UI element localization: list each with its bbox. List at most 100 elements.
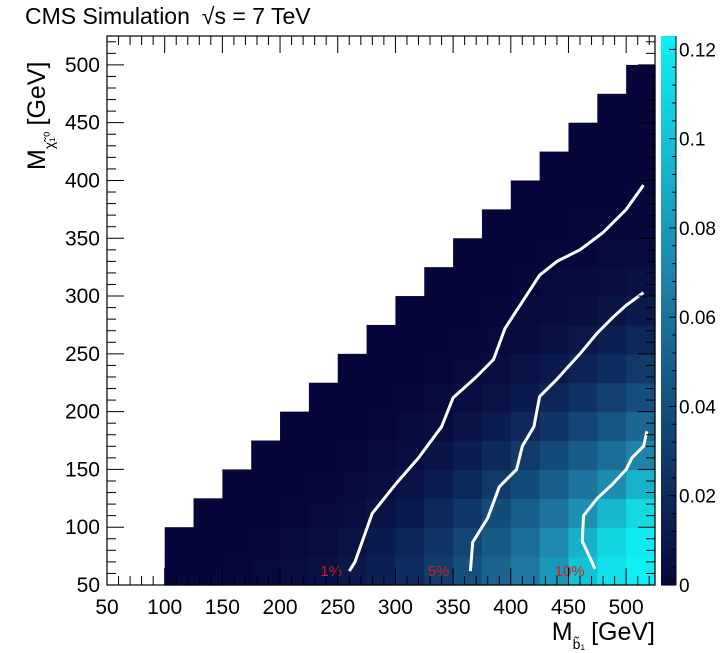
- heatmap-cell: [164, 527, 195, 557]
- chart-title-energy: √s = 7 TeV: [202, 3, 311, 29]
- heatmap-cell: [337, 353, 368, 384]
- heatmap-cell: [424, 267, 454, 297]
- color-scale-step: [661, 374, 676, 385]
- color-scale-step: [661, 566, 676, 577]
- color-scale-step: [661, 45, 676, 55]
- heatmap-cell: [539, 411, 570, 442]
- color-scale-step: [661, 164, 676, 174]
- heatmap-cell: [510, 382, 541, 413]
- color-scale: 0 0.02 0.04 0.06 0.08 0.1 0.12: [661, 36, 716, 597]
- heatmap-cell: [481, 238, 512, 268]
- heatmap-cell: [424, 527, 454, 557]
- color-scale-step: [661, 502, 676, 513]
- y-tick-label: 500: [65, 54, 100, 77]
- heatmap-cell: [481, 440, 512, 471]
- heatmap-cell: [251, 498, 281, 528]
- x-tick-label: 50: [95, 596, 118, 619]
- heatmap-cell: [510, 527, 541, 557]
- color-scale-step: [661, 255, 676, 266]
- color-scale-step: [661, 90, 676, 101]
- heatmap-cell: [395, 411, 425, 442]
- x-axis-title-sub: b̃₁: [573, 636, 586, 652]
- color-scale-step: [661, 72, 676, 83]
- heatmap-cell: [626, 93, 656, 124]
- heatmap-cell: [395, 469, 425, 499]
- heatmap-cell: [626, 122, 656, 153]
- color-scale-tick-label: 0: [679, 576, 690, 597]
- heatmap-cell: [481, 411, 512, 442]
- heatmap-cell: [453, 440, 483, 471]
- y-tick-label: 100: [65, 516, 100, 539]
- heatmap-cell: [424, 469, 454, 499]
- color-scale-step: [661, 466, 676, 476]
- color-scale-step: [661, 237, 676, 248]
- heatmap-cell: [626, 267, 656, 297]
- color-scale-step: [661, 493, 676, 504]
- heatmap-cell: [366, 324, 397, 355]
- contour-label: 5%: [428, 563, 450, 580]
- color-scale-step: [661, 145, 676, 156]
- heatmap-cell: [510, 238, 541, 268]
- heatmap-cell: [251, 556, 281, 586]
- heatmap-cell: [395, 353, 425, 384]
- heatmap-cell: [539, 180, 570, 210]
- heatmap-cell: [626, 324, 656, 355]
- heatmap-cell: [481, 527, 512, 557]
- heatmap-cell: [222, 469, 252, 499]
- heatmap-cell: [453, 498, 483, 528]
- color-scale-step: [661, 402, 676, 412]
- heatmap-cell: [568, 267, 598, 297]
- heatmap-cell: [539, 469, 570, 499]
- x-tick-label: 200: [263, 596, 298, 619]
- y-tick-label: 50: [77, 574, 100, 597]
- heatmap-cell: [510, 324, 541, 355]
- color-scale-step: [661, 539, 676, 549]
- y-axis: 50 100 150 200 250 300 350 400 450 500: [65, 41, 655, 597]
- x-tick-label: 100: [147, 596, 182, 619]
- color-scale-tick-label: 0.06: [679, 308, 716, 329]
- heatmap-cell: [453, 324, 483, 355]
- color-scale-tick-label: 0.1: [679, 130, 705, 151]
- heatmap-cell: [251, 527, 281, 557]
- heatmap-cell: [626, 469, 656, 499]
- heatmap-cell: [626, 411, 656, 442]
- color-scale-step: [661, 127, 676, 138]
- heatmap-cell: [539, 440, 570, 471]
- heatmap-cell: [539, 527, 570, 557]
- color-scale-step: [661, 548, 676, 559]
- heatmap-cells: [164, 64, 656, 586]
- color-scale-step: [661, 109, 676, 119]
- heatmap-cell: [395, 296, 425, 326]
- heatmap-cell: [193, 556, 223, 586]
- y-axis-title: Mχ̃₁⁰ [GeV]: [23, 62, 57, 170]
- color-scale-step: [661, 383, 676, 394]
- heatmap-cell: [597, 151, 627, 182]
- y-tick-label: 450: [65, 112, 100, 135]
- x-axis-title-unit: [GeV]: [591, 618, 655, 646]
- heatmap-cell: [424, 353, 454, 384]
- heatmap-cell: [539, 498, 570, 528]
- color-scale-step: [661, 54, 676, 65]
- heatmap-cell: [453, 238, 483, 268]
- heatmap-cell: [568, 353, 598, 384]
- heatmap-cell: [597, 93, 627, 124]
- color-scale-step: [661, 411, 676, 421]
- heatmap-cell: [193, 527, 223, 557]
- heatmap-cell: [453, 411, 483, 442]
- heatmap-cell: [510, 440, 541, 471]
- heatmap-cell: [481, 209, 512, 239]
- heatmap-cell: [539, 296, 570, 326]
- heatmap-cell: [568, 151, 598, 182]
- heatmap-cell: [510, 498, 541, 528]
- heatmap-cell: [337, 440, 368, 471]
- heatmap-cell: [424, 556, 454, 586]
- color-scale-tick-label: 0.08: [679, 219, 716, 240]
- color-scale-step: [661, 100, 676, 110]
- heatmap-cell: [453, 267, 483, 297]
- heatmap-cell: [626, 238, 656, 268]
- y-tick-label: 150: [65, 458, 100, 481]
- color-scale-step: [661, 511, 676, 522]
- y-axis-title-main: M: [23, 149, 51, 170]
- heatmap-cell: [626, 64, 656, 95]
- heatmap-cell: [539, 556, 570, 586]
